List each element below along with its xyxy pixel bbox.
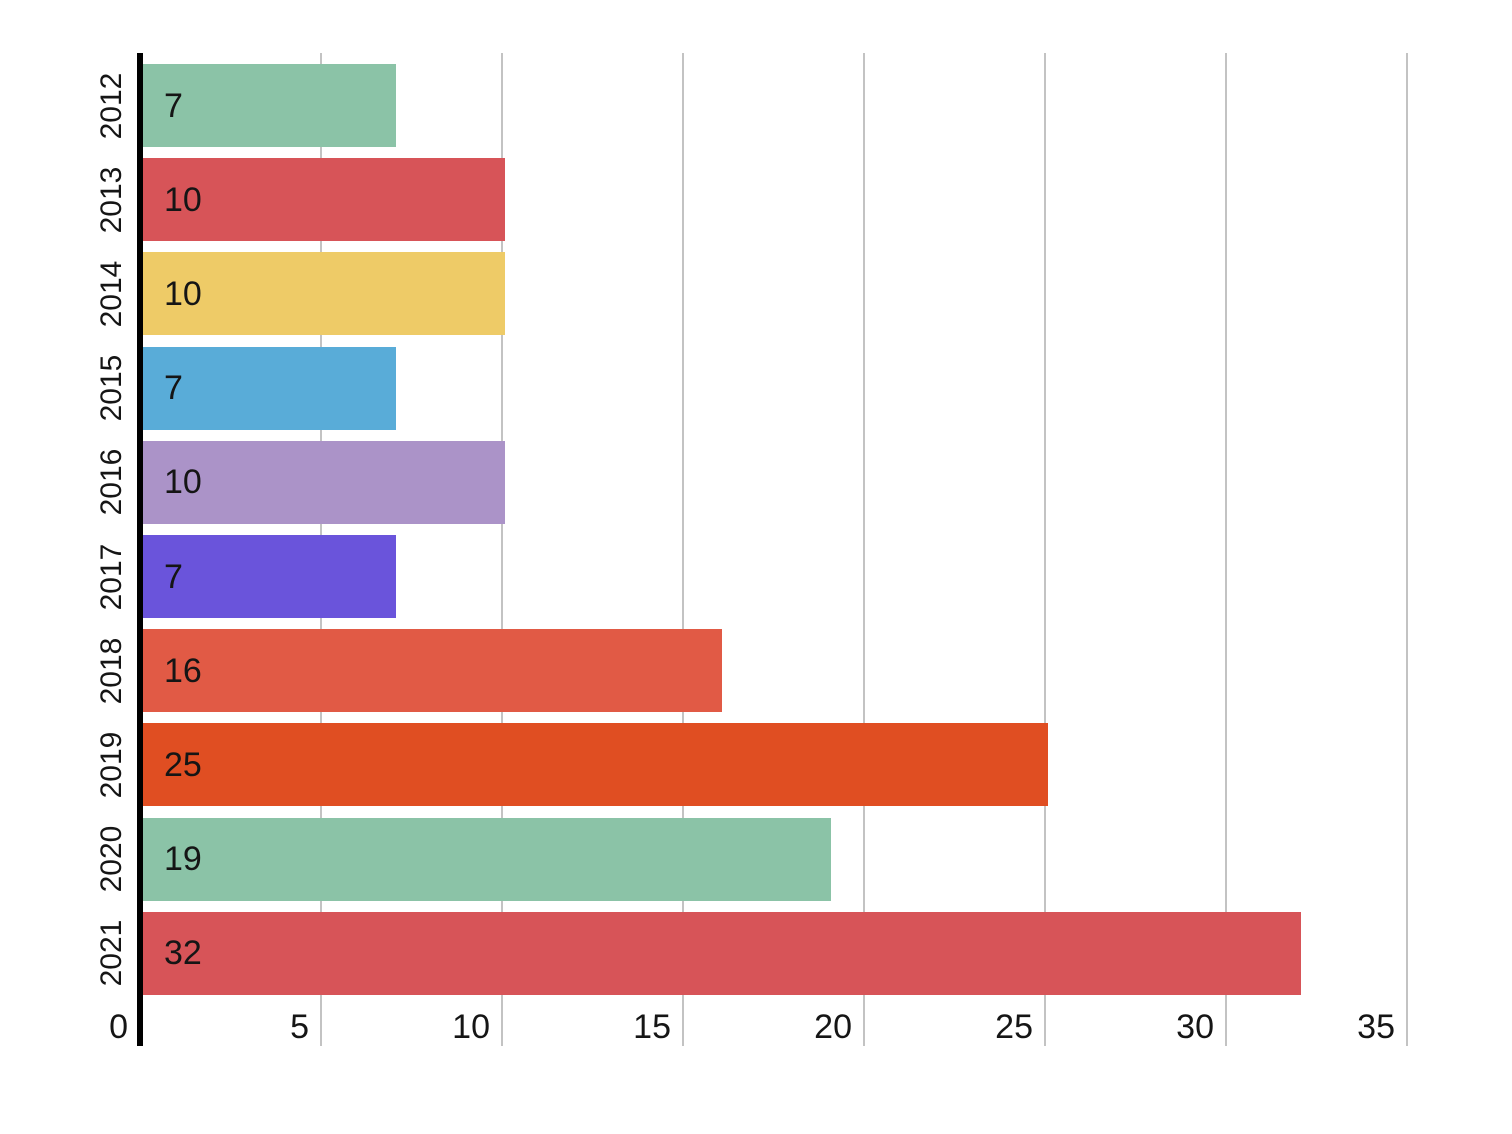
x-tick-label-10: 10: [452, 1008, 490, 1046]
gridline-x-20: [863, 53, 865, 1046]
y-tick-label-2017: 2017: [95, 543, 128, 610]
x-tick-label-0: 0: [109, 1008, 128, 1046]
y-tick-label-2012: 2012: [95, 72, 128, 139]
x-tick-label-5: 5: [290, 1008, 309, 1046]
gridline-x-30: [1225, 53, 1227, 1046]
x-tick-label-30: 30: [1176, 1008, 1214, 1046]
gridline-x-10: [501, 53, 503, 1046]
y-tick-label-2016: 2016: [95, 448, 128, 516]
y-tick-label-2018: 2018: [95, 637, 128, 705]
x-tick-label-25: 25: [995, 1008, 1033, 1046]
y-tick-label-2021: 2021: [95, 919, 128, 987]
x-tick-label-35: 35: [1357, 1008, 1395, 1046]
bar-2018: 16: [143, 629, 723, 713]
y-axis-line: [137, 53, 143, 1046]
y-tick-label-2015: 2015: [95, 354, 128, 422]
bar-value-label-2016: 10: [164, 463, 202, 502]
gridline-x-15: [682, 53, 684, 1046]
bar-2014: 10: [143, 252, 505, 336]
x-tick-label-20: 20: [814, 1008, 852, 1046]
bar-value-label-2012: 7: [164, 86, 183, 125]
y-tick-label-2014: 2014: [95, 260, 128, 328]
bar-2020: 19: [143, 817, 831, 901]
gridline-x-25: [1044, 53, 1046, 1046]
bar-value-label-2014: 10: [164, 274, 202, 313]
y-tick-label-2020: 2020: [95, 825, 128, 893]
bar-2021: 32: [143, 911, 1302, 995]
bar-value-label-2013: 10: [164, 180, 202, 219]
bar-value-label-2018: 16: [164, 651, 202, 690]
bar-2015: 7: [143, 346, 397, 430]
bar-value-label-2021: 32: [164, 934, 202, 973]
bar-value-label-2017: 7: [164, 557, 183, 596]
bar-value-label-2019: 25: [164, 745, 202, 784]
bar-2013: 10: [143, 158, 505, 242]
bar-2019: 25: [143, 723, 1048, 807]
y-tick-label-2019: 2019: [95, 731, 128, 799]
x-tick-label-15: 15: [633, 1008, 671, 1046]
bar-value-label-2015: 7: [164, 369, 183, 408]
bar-2016: 10: [143, 440, 505, 524]
bar-value-label-2020: 19: [164, 840, 202, 879]
y-tick-label-2013: 2013: [95, 166, 128, 234]
gridline-x-35: [1406, 53, 1408, 1046]
bar-2012: 7: [143, 64, 397, 147]
bar-2017: 7: [143, 535, 397, 618]
